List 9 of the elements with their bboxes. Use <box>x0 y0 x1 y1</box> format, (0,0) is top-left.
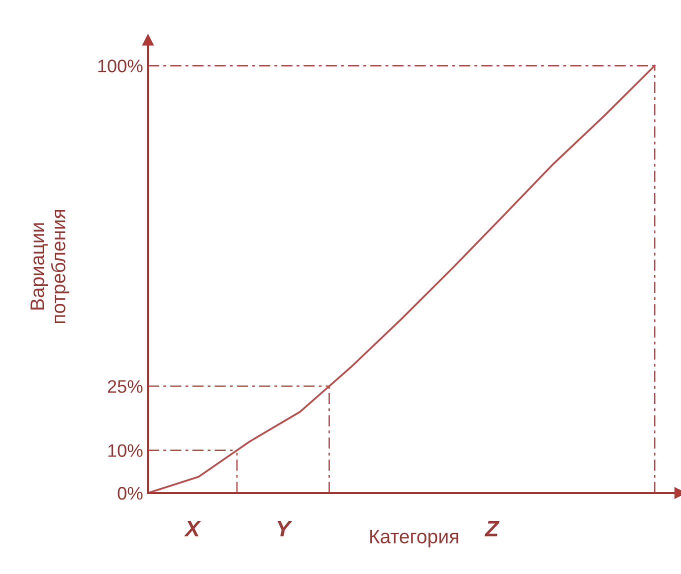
y-tick-label: 100% <box>98 60 142 72</box>
y-axis-title: Вариации потребления <box>30 210 70 324</box>
x-axis-title: Категория <box>370 530 458 548</box>
y-tick-label: 0% <box>118 486 142 500</box>
text: X <box>184 520 202 536</box>
text: Z <box>484 520 500 536</box>
y-tick-label: 25% <box>108 380 142 393</box>
y-tick-label: 10% <box>108 444 142 457</box>
text: Y <box>278 520 292 536</box>
